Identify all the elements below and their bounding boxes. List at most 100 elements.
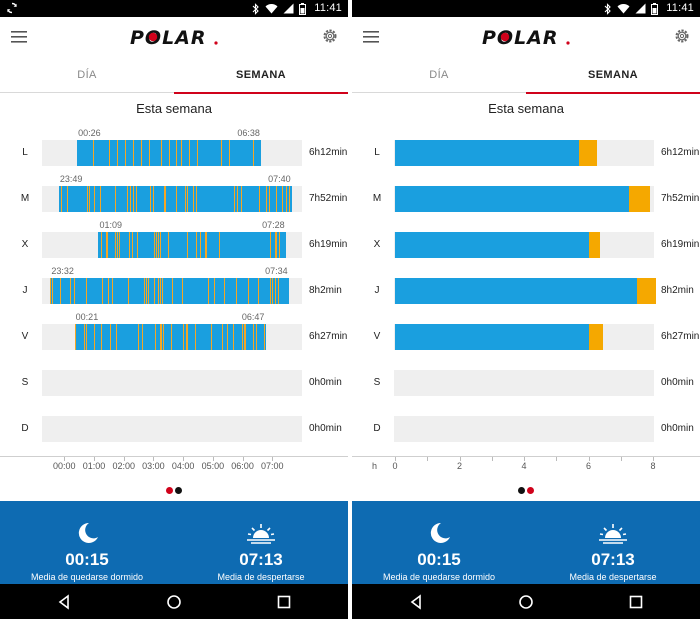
- tab-week-label: SEMANA: [587, 69, 639, 81]
- row-day-label: J: [374, 285, 380, 296]
- awake-stripe: [133, 140, 135, 166]
- sleep-bar[interactable]: [395, 186, 629, 212]
- sleep-row-s[interactable]: S 0h0min: [352, 370, 700, 396]
- menu-icon[interactable]: [363, 30, 379, 44]
- awake-stripe: [148, 278, 150, 304]
- sleep-bar[interactable]: [58, 186, 293, 212]
- awake-stripe: [93, 324, 95, 350]
- recents-icon[interactable]: [628, 594, 644, 610]
- sleep-row-m[interactable]: M 23:49 07:40 7h52min: [0, 174, 348, 212]
- sleep-end-time: 07:40: [268, 174, 291, 184]
- back-icon[interactable]: [56, 594, 72, 610]
- row-duration: 6h12min: [661, 147, 700, 158]
- awake-bar[interactable]: [588, 324, 603, 350]
- sleep-start-time: 23:32: [51, 266, 74, 276]
- awake-stripe: [149, 186, 151, 212]
- svg-text:POLAR: POLAR: [130, 27, 207, 48]
- row-day-label: S: [21, 377, 29, 388]
- row-duration: 7h52min: [661, 193, 700, 204]
- sleep-row-j[interactable]: J 8h2min: [352, 278, 700, 304]
- awake-bar[interactable]: [588, 232, 600, 258]
- sleep-row-v[interactable]: V 00:21 06:47 6h27min: [0, 312, 348, 350]
- sleep-row-x[interactable]: X 6h19min: [352, 232, 700, 258]
- sleep-row-d[interactable]: D 0h0min: [0, 416, 348, 442]
- awake-stripe: [106, 232, 108, 258]
- tab-day[interactable]: DÍA: [77, 69, 97, 81]
- sleep-row-j[interactable]: J 23:32 07:34 8h2min: [0, 266, 348, 304]
- awake-stripe: [126, 186, 128, 212]
- gear-icon[interactable]: [321, 27, 339, 45]
- sleep-row-m[interactable]: M 7h52min: [352, 186, 700, 212]
- sleep-row-l[interactable]: L 00:26 06:38 6h12min: [0, 128, 348, 166]
- awake-stripe: [206, 232, 208, 258]
- status-icons: [252, 2, 306, 15]
- tab-day[interactable]: DÍA: [429, 69, 449, 81]
- axis-tick-label: 03:00: [142, 461, 165, 471]
- axis-tick: [123, 457, 125, 461]
- tab-indicator: [526, 92, 700, 94]
- home-icon[interactable]: [518, 594, 534, 610]
- back-icon[interactable]: [408, 594, 424, 610]
- awake-stripe: [205, 232, 207, 258]
- polar-logo: POLAR: [130, 27, 218, 48]
- axis-tick-label: 04:00: [171, 461, 195, 471]
- signal-icon: [283, 3, 294, 14]
- awake-bar[interactable]: [578, 140, 597, 166]
- sleep-row-x[interactable]: X 01:09 07:28 6h19min: [0, 220, 348, 258]
- awake-stripe: [108, 278, 110, 304]
- sleep-row-s[interactable]: S 0h0min: [0, 370, 348, 396]
- sleep-bar[interactable]: [77, 140, 262, 166]
- awake-stripe: [159, 324, 161, 350]
- home-icon[interactable]: [166, 594, 182, 610]
- row-duration: 6h27min: [661, 331, 700, 342]
- awake-stripe: [60, 278, 62, 304]
- axis-tick: [459, 457, 461, 461]
- sleep-row-d[interactable]: D 0h0min: [352, 416, 700, 442]
- sleep-bar[interactable]: [98, 232, 287, 258]
- awake-stripe: [135, 186, 137, 212]
- sleep-bar[interactable]: [50, 278, 290, 304]
- awake-stripe: [265, 186, 267, 212]
- sleep-bar[interactable]: [395, 140, 579, 166]
- awake-stripe: [226, 324, 228, 350]
- tab-week[interactable]: SEMANA: [526, 57, 700, 94]
- row-duration: 0h0min: [661, 377, 694, 388]
- awake-stripe: [268, 186, 270, 212]
- awake-bar[interactable]: [628, 186, 650, 212]
- row-day-label: M: [372, 193, 382, 204]
- awake-stripe: [162, 324, 164, 350]
- bluetooth-icon: [252, 2, 259, 15]
- awake-stripe: [175, 186, 177, 212]
- awake-stripe: [197, 140, 199, 166]
- axis-tick-label: 07:00: [261, 461, 284, 471]
- sleep-bar[interactable]: [395, 324, 589, 350]
- awake-stripe: [117, 140, 119, 166]
- recents-icon[interactable]: [276, 594, 292, 610]
- sleep-bar[interactable]: [395, 232, 589, 258]
- page-dot-2[interactable]: [527, 487, 534, 494]
- sleep-row-l[interactable]: L 6h12min: [352, 140, 700, 166]
- gear-icon[interactable]: [673, 27, 691, 45]
- awake-bar[interactable]: [636, 278, 657, 304]
- status-time: 11:41: [314, 2, 342, 14]
- row-duration: 7h52min: [309, 193, 348, 204]
- tab-week[interactable]: SEMANA: [174, 57, 348, 94]
- menu-icon[interactable]: [11, 30, 27, 44]
- sleep-bar[interactable]: [74, 324, 266, 350]
- awake-stripe: [158, 278, 160, 304]
- sleep-start-time: 01:09: [99, 220, 122, 230]
- sleep-bar[interactable]: [395, 278, 637, 304]
- awake-stripe: [66, 186, 68, 212]
- sleep-row-v[interactable]: V 6h27min: [352, 324, 700, 350]
- sleep-end-time: 06:47: [241, 312, 265, 322]
- awake-stripe: [86, 186, 88, 212]
- awake-stripe: [93, 186, 95, 212]
- awake-stripe: [128, 278, 130, 304]
- page-dot-1[interactable]: [518, 487, 525, 494]
- page-dot-1[interactable]: [166, 487, 173, 494]
- awake-stripe: [275, 232, 277, 258]
- awake-stripe: [258, 186, 260, 212]
- awake-stripe: [276, 232, 278, 258]
- page-dot-2[interactable]: [175, 487, 182, 494]
